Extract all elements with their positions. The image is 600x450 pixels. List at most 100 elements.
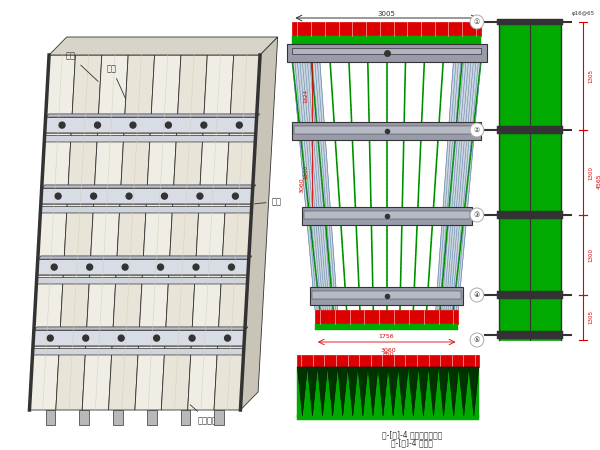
Text: ①: ①: [474, 19, 480, 25]
Circle shape: [91, 193, 97, 199]
Polygon shape: [38, 256, 252, 259]
Circle shape: [122, 264, 128, 270]
Polygon shape: [41, 188, 253, 204]
Polygon shape: [358, 367, 368, 416]
Text: 3060: 3060: [300, 177, 305, 193]
Circle shape: [166, 122, 172, 128]
Circle shape: [229, 264, 235, 270]
Circle shape: [189, 335, 195, 341]
Bar: [294, 126, 479, 134]
Circle shape: [236, 122, 242, 128]
Circle shape: [470, 123, 484, 137]
Polygon shape: [37, 259, 249, 275]
Polygon shape: [33, 330, 245, 346]
Bar: [287, 44, 487, 62]
Bar: [113, 410, 123, 425]
Polygon shape: [348, 367, 358, 416]
Bar: [292, 36, 481, 44]
Polygon shape: [34, 327, 248, 330]
Circle shape: [59, 122, 65, 128]
Bar: [302, 207, 472, 225]
Polygon shape: [449, 367, 459, 416]
Polygon shape: [214, 55, 260, 410]
Circle shape: [193, 264, 199, 270]
Bar: [298, 355, 479, 367]
Circle shape: [51, 264, 57, 270]
Circle shape: [95, 122, 100, 128]
Text: 3060: 3060: [380, 347, 396, 352]
Text: 桥-[构]-4 边墩模板安装图: 桥-[构]-4 边墩模板安装图: [382, 431, 442, 440]
Circle shape: [161, 193, 167, 199]
Text: 次楞: 次楞: [107, 64, 125, 99]
Polygon shape: [241, 37, 278, 410]
Polygon shape: [298, 367, 307, 416]
Polygon shape: [408, 367, 418, 416]
Circle shape: [55, 193, 61, 199]
Polygon shape: [161, 55, 208, 410]
Bar: [315, 324, 458, 330]
Circle shape: [470, 288, 484, 302]
Text: 主楞: 主楞: [66, 51, 98, 81]
Circle shape: [470, 15, 484, 29]
Text: ④: ④: [474, 292, 480, 298]
Bar: [497, 291, 563, 299]
Text: 1324: 1324: [303, 89, 308, 103]
Polygon shape: [307, 367, 317, 416]
Polygon shape: [368, 367, 378, 416]
Circle shape: [154, 335, 160, 341]
Polygon shape: [328, 367, 338, 416]
Polygon shape: [42, 185, 256, 188]
Circle shape: [197, 193, 203, 199]
Bar: [46, 410, 55, 425]
Polygon shape: [292, 62, 338, 310]
Text: φ16@65: φ16@65: [572, 12, 595, 17]
Polygon shape: [46, 114, 260, 117]
Polygon shape: [49, 37, 278, 55]
Bar: [499, 22, 562, 340]
Text: 1305: 1305: [589, 69, 594, 83]
Bar: [315, 310, 458, 324]
Text: ②: ②: [474, 127, 480, 133]
Bar: [298, 415, 479, 420]
Polygon shape: [32, 349, 244, 355]
Bar: [181, 410, 190, 425]
Circle shape: [232, 193, 238, 199]
Polygon shape: [109, 55, 155, 410]
Polygon shape: [436, 62, 481, 310]
Text: 止水节点: 止水节点: [190, 405, 218, 425]
Polygon shape: [317, 367, 328, 416]
Circle shape: [130, 122, 136, 128]
Polygon shape: [44, 135, 256, 142]
Polygon shape: [469, 367, 479, 416]
Circle shape: [201, 122, 207, 128]
Polygon shape: [418, 367, 428, 416]
Bar: [214, 410, 224, 425]
Circle shape: [126, 193, 132, 199]
Polygon shape: [82, 55, 128, 410]
Bar: [79, 410, 89, 425]
Bar: [497, 211, 563, 219]
Text: 1300: 1300: [303, 165, 308, 179]
Bar: [497, 19, 563, 25]
Circle shape: [158, 264, 163, 270]
Circle shape: [470, 333, 484, 347]
Bar: [147, 410, 157, 425]
Polygon shape: [40, 207, 251, 213]
Polygon shape: [135, 55, 181, 410]
Polygon shape: [188, 55, 233, 410]
Text: ③: ③: [474, 212, 480, 218]
Polygon shape: [45, 117, 257, 133]
Bar: [292, 48, 481, 54]
Circle shape: [83, 335, 89, 341]
Circle shape: [118, 335, 124, 341]
Bar: [310, 287, 463, 305]
Polygon shape: [338, 367, 348, 416]
Bar: [497, 331, 563, 339]
Circle shape: [87, 264, 92, 270]
Polygon shape: [459, 367, 469, 416]
Circle shape: [224, 335, 230, 341]
Text: 1756: 1756: [379, 333, 394, 338]
Text: 1300: 1300: [589, 248, 594, 262]
Bar: [497, 126, 563, 134]
Polygon shape: [29, 55, 76, 410]
